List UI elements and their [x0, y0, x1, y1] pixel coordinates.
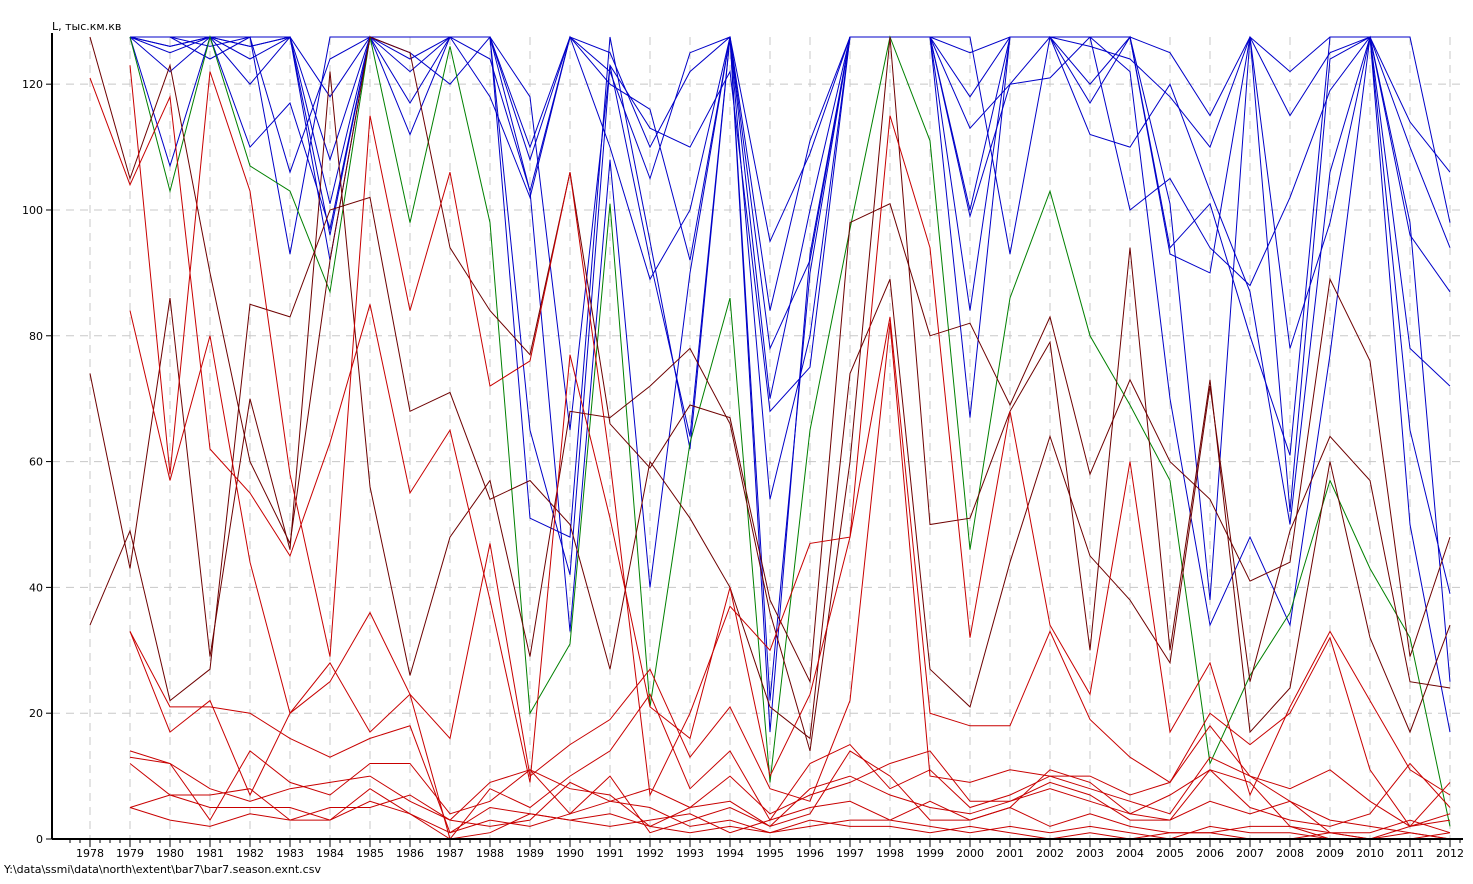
series-line-15-red: [129, 310, 1451, 828]
x-tick-label: 1991: [596, 847, 624, 860]
x-tick-label: 1998: [876, 847, 904, 860]
y-tick-label: 20: [29, 707, 43, 720]
x-tick-label: 1984: [316, 847, 344, 860]
series-line-9-green: [129, 35, 1451, 827]
series-line-17-red: [129, 631, 1451, 841]
x-tick-label: 2008: [1276, 847, 1304, 860]
x-tick-label: 1989: [516, 847, 544, 860]
x-tick-label: 2005: [1156, 847, 1184, 860]
y-tick-label: 0: [36, 833, 43, 846]
axes: 0 20 40 60 80 100 120 1978 1979 1980 1981 1982 1983 1…: [22, 33, 1464, 860]
series-line-3-blue: [129, 35, 1451, 575]
x-tick-label: 2009: [1316, 847, 1344, 860]
x-tick-label: 2007: [1236, 847, 1264, 860]
series-line-6-blue: [130, 35, 1451, 733]
x-tick-label: 1997: [836, 847, 864, 860]
x-tick-label: 2000: [956, 847, 984, 860]
x-tick-label: 1990: [556, 847, 584, 860]
x-tick-label: 1980: [156, 847, 184, 860]
y-tick-label: 100: [22, 204, 43, 217]
series-line-1-blue: [129, 36, 1451, 244]
x-tick-label: 2002: [1036, 847, 1064, 860]
x-tick-label: 2004: [1116, 847, 1144, 860]
series-line-22-red: [129, 800, 1450, 840]
x-tick-label: 1995: [756, 847, 784, 860]
x-tick-label: 2010: [1356, 847, 1384, 860]
x-tick-label: 2003: [1076, 847, 1104, 860]
y-tick-label: 80: [29, 330, 43, 343]
series-group: [89, 35, 1451, 841]
x-tick-label: 1996: [796, 847, 824, 860]
series-line-11-darkred: [89, 36, 1451, 752]
x-tick-label: 2011: [1396, 847, 1424, 860]
series-line-5-blue: [129, 35, 1451, 594]
x-tick-label: 1993: [676, 847, 704, 860]
x-tick-label: 1982: [236, 847, 264, 860]
x-tick-label: 1986: [396, 847, 424, 860]
series-line-10-darkred: [89, 36, 1451, 684]
x-tick-label: 1983: [276, 847, 304, 860]
grid-lines: [52, 37, 1463, 839]
series-line-14-red: [89, 77, 1451, 827]
x-tick-label: 1978: [76, 847, 104, 860]
x-tick-label: 2012: [1436, 847, 1464, 860]
y-tick-label: 40: [29, 581, 43, 594]
series-line-21-red: [129, 781, 1451, 840]
x-tick-label: 1992: [636, 847, 664, 860]
x-tick-label: 1979: [116, 847, 144, 860]
x-tick-label: 1994: [716, 847, 744, 860]
series-line-7-blue: [130, 35, 1451, 733]
x-tick-label: 1981: [196, 847, 224, 860]
x-tick-label: 1999: [916, 847, 944, 860]
x-tick-label: 1988: [476, 847, 504, 860]
series-line-8-blue: [130, 36, 1451, 456]
series-line-12-darkred: [89, 196, 1451, 740]
y-tick-label: 120: [22, 78, 43, 91]
x-tick-label: 2006: [1196, 847, 1224, 860]
series-line-4-blue: [129, 35, 1451, 701]
y-tick-label: 60: [29, 456, 43, 469]
x-tick-label: 1985: [356, 847, 384, 860]
series-line-13-red: [129, 65, 1451, 797]
series-line-19-red: [129, 756, 1451, 840]
series-line-2-blue: [129, 35, 1451, 311]
series-line-20-red: [129, 763, 1451, 834]
file-path-label: Y:\data\ssmi\data\north\extent\bar7\bar7…: [4, 863, 321, 876]
x-tick-label: 1987: [436, 847, 464, 860]
x-tick-label: 2001: [996, 847, 1024, 860]
y-axis-label: L, тыс.км.кв: [52, 20, 121, 33]
series-line-16-red: [129, 631, 1451, 840]
